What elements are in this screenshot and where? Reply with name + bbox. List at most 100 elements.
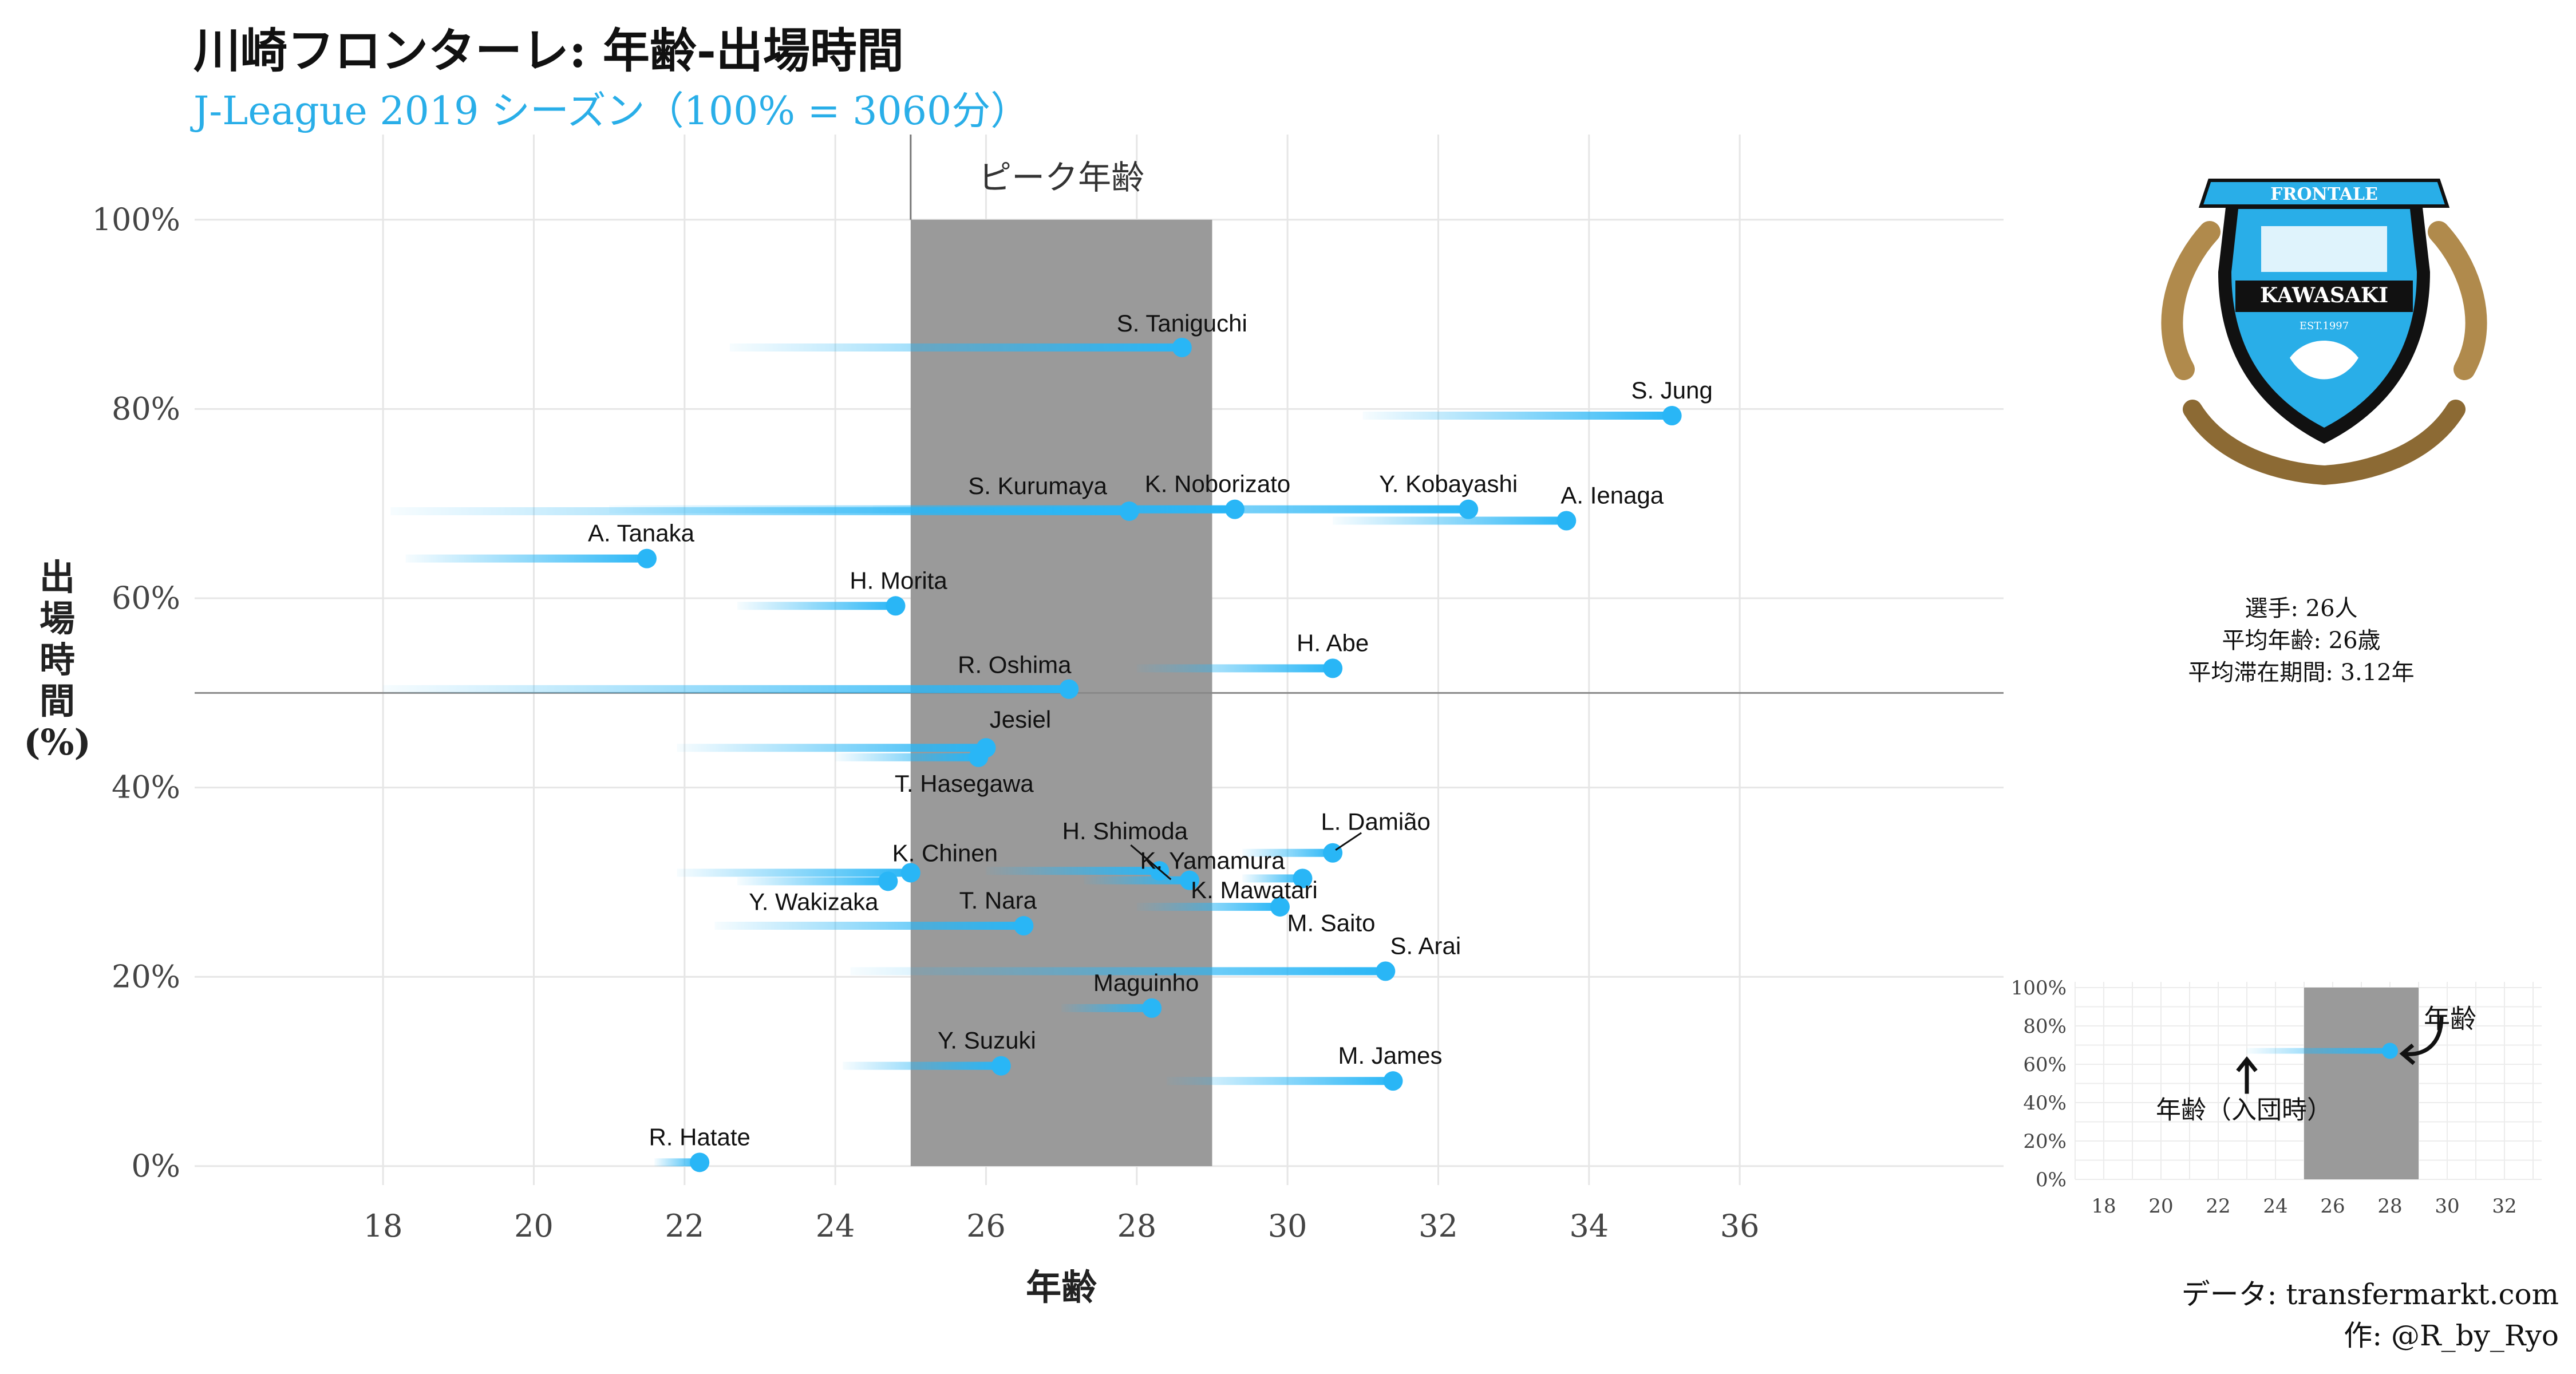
stats-summary: 選手: 26人 平均年齢: 26歳 平均滞在期間: 3.12年 xyxy=(2129,593,2473,689)
tenure-segment xyxy=(843,1061,1001,1070)
legend-arrowhead-age xyxy=(2399,1043,2416,1065)
player-labels: S. Taniguchi S. Jung S. Kurumaya K. Noboriz… xyxy=(588,310,1713,1150)
player-point xyxy=(1293,868,1313,889)
legend-peak-band xyxy=(2304,988,2419,1179)
tenure-segment xyxy=(1061,1004,1152,1012)
tenure-segment xyxy=(405,554,647,563)
x-tick-label: 20 xyxy=(514,1208,554,1244)
label-connector xyxy=(1335,832,1362,851)
player-label: Y. Wakizaka xyxy=(749,888,879,915)
y-axis-title: 出場時間(%) xyxy=(23,556,91,763)
player-point xyxy=(1180,870,1199,890)
y-tick-label: 40% xyxy=(112,769,180,806)
legend-x-tick: 30 xyxy=(2435,1195,2459,1218)
player-point xyxy=(969,747,989,767)
x-axis-title: 年齢 xyxy=(1026,1266,1097,1308)
player-label: S. Jung xyxy=(1631,377,1712,404)
y-tick-label: 80% xyxy=(112,390,180,427)
legend-example-point xyxy=(2382,1043,2398,1059)
player-point xyxy=(1014,916,1034,936)
peak-age-label: ピーク年齢 xyxy=(978,158,1144,197)
legend-y-tick: 100% xyxy=(2011,977,2067,1000)
player-label: R. Oshima xyxy=(958,652,1072,678)
player-point xyxy=(886,596,906,616)
tenure-segment xyxy=(383,685,1069,693)
y-tick-label: 100% xyxy=(92,202,180,238)
tenure-segment xyxy=(1333,516,1567,525)
legend-x-tick: 32 xyxy=(2492,1195,2516,1218)
tenure-segment xyxy=(737,877,888,886)
player-label: K. Mawatari xyxy=(1191,876,1318,903)
crest-top-text: FRONTALE xyxy=(2270,184,2378,204)
legend-y-tick: 0% xyxy=(2036,1168,2067,1191)
player-point xyxy=(637,548,657,568)
y-tick-label: 0% xyxy=(131,1148,180,1184)
tenure-segment xyxy=(835,753,979,761)
player-point xyxy=(878,871,898,891)
x-tick-label: 18 xyxy=(364,1208,403,1244)
player-point xyxy=(991,1056,1011,1076)
player-label: A. Tanaka xyxy=(588,520,695,547)
label-connector xyxy=(1130,844,1172,881)
player-point xyxy=(1556,511,1577,531)
tenure-segment xyxy=(1362,411,1672,420)
x-tick-label: 28 xyxy=(1117,1208,1156,1244)
crest-est-text: EST.1997 xyxy=(2300,320,2349,332)
player-point xyxy=(1662,405,1682,425)
player-point xyxy=(1059,679,1079,699)
player-label: S. Taniguchi xyxy=(1117,310,1247,337)
player-point xyxy=(1323,658,1343,678)
club-crest-logo: FRONTALE KAWASAKI EST.1997 xyxy=(2161,179,2487,485)
player-label: H. Shimoda xyxy=(1062,818,1188,844)
stats-avg-age: 平均年齢: 26歳 xyxy=(2222,627,2381,654)
player-label: K. Yamamura xyxy=(1140,847,1286,874)
player-point xyxy=(1376,961,1396,981)
player-label: Y. Kobayashi xyxy=(1379,471,1518,498)
caption: データ: transfermarkt.com 作: @R_by_Ryo xyxy=(2182,1274,2559,1356)
player-label: A. Ienaga xyxy=(1560,481,1664,508)
x-tick-label: 24 xyxy=(816,1208,855,1244)
caption-author: 作: @R_by_Ryo xyxy=(2344,1319,2559,1352)
chart-subtitle: J-League 2019 シーズン（100% = 3060分） xyxy=(193,89,1030,134)
legend-example-segment xyxy=(2247,1048,2390,1054)
x-tick-label: 22 xyxy=(665,1208,704,1244)
tenure-segment xyxy=(1136,664,1333,673)
crest-name-text: KAWASAKI xyxy=(2260,283,2388,307)
player-point xyxy=(1270,897,1290,917)
tenure-segment xyxy=(850,967,1386,976)
player-label: R. Hatate xyxy=(649,1123,750,1150)
legend-y-tick: 60% xyxy=(2023,1053,2067,1076)
legend-x-tick: 28 xyxy=(2377,1195,2402,1218)
tenure-segment xyxy=(677,744,986,752)
legend-x-tick: 20 xyxy=(2148,1195,2173,1218)
player-label: T. Hasegawa xyxy=(895,770,1034,797)
legend-label-age: 年齢 xyxy=(2424,1004,2476,1035)
legend-y-tick: 40% xyxy=(2023,1092,2067,1115)
stats-avg-tenure: 平均滞在期間: 3.12年 xyxy=(2188,660,2415,686)
player-point xyxy=(1225,499,1244,519)
tenure-segment xyxy=(1084,876,1190,885)
player-label: T. Nara xyxy=(959,887,1037,914)
x-tick-label: 30 xyxy=(1268,1208,1307,1244)
tenure-segment xyxy=(1242,848,1333,857)
legend-arrowhead-joined xyxy=(2236,1056,2258,1072)
stats-players: 選手: 26人 xyxy=(2245,595,2358,622)
player-point xyxy=(1172,337,1192,357)
player-label: M. James xyxy=(1338,1042,1442,1069)
legend-x-tick: 24 xyxy=(2263,1195,2287,1218)
player-points xyxy=(637,337,1682,1172)
axes: 18 20 22 24 26 28 30 32 34 36 0% 20% 40% 60% 80% 100% 年齢… xyxy=(23,202,1759,1308)
player-label: Maguinho xyxy=(1093,969,1199,996)
legend-arrow-age xyxy=(2402,1016,2444,1056)
player-point xyxy=(900,863,920,883)
player-point xyxy=(690,1152,710,1172)
tenure-segment xyxy=(1136,902,1280,911)
tenure-segment xyxy=(873,505,1469,514)
player-point xyxy=(1142,998,1162,1018)
player-point xyxy=(1119,501,1139,521)
player-point xyxy=(1459,499,1479,519)
player-label: K. Chinen xyxy=(892,839,998,866)
legend-x-tick: 26 xyxy=(2320,1195,2345,1218)
player-label: S. Kurumaya xyxy=(968,472,1107,499)
